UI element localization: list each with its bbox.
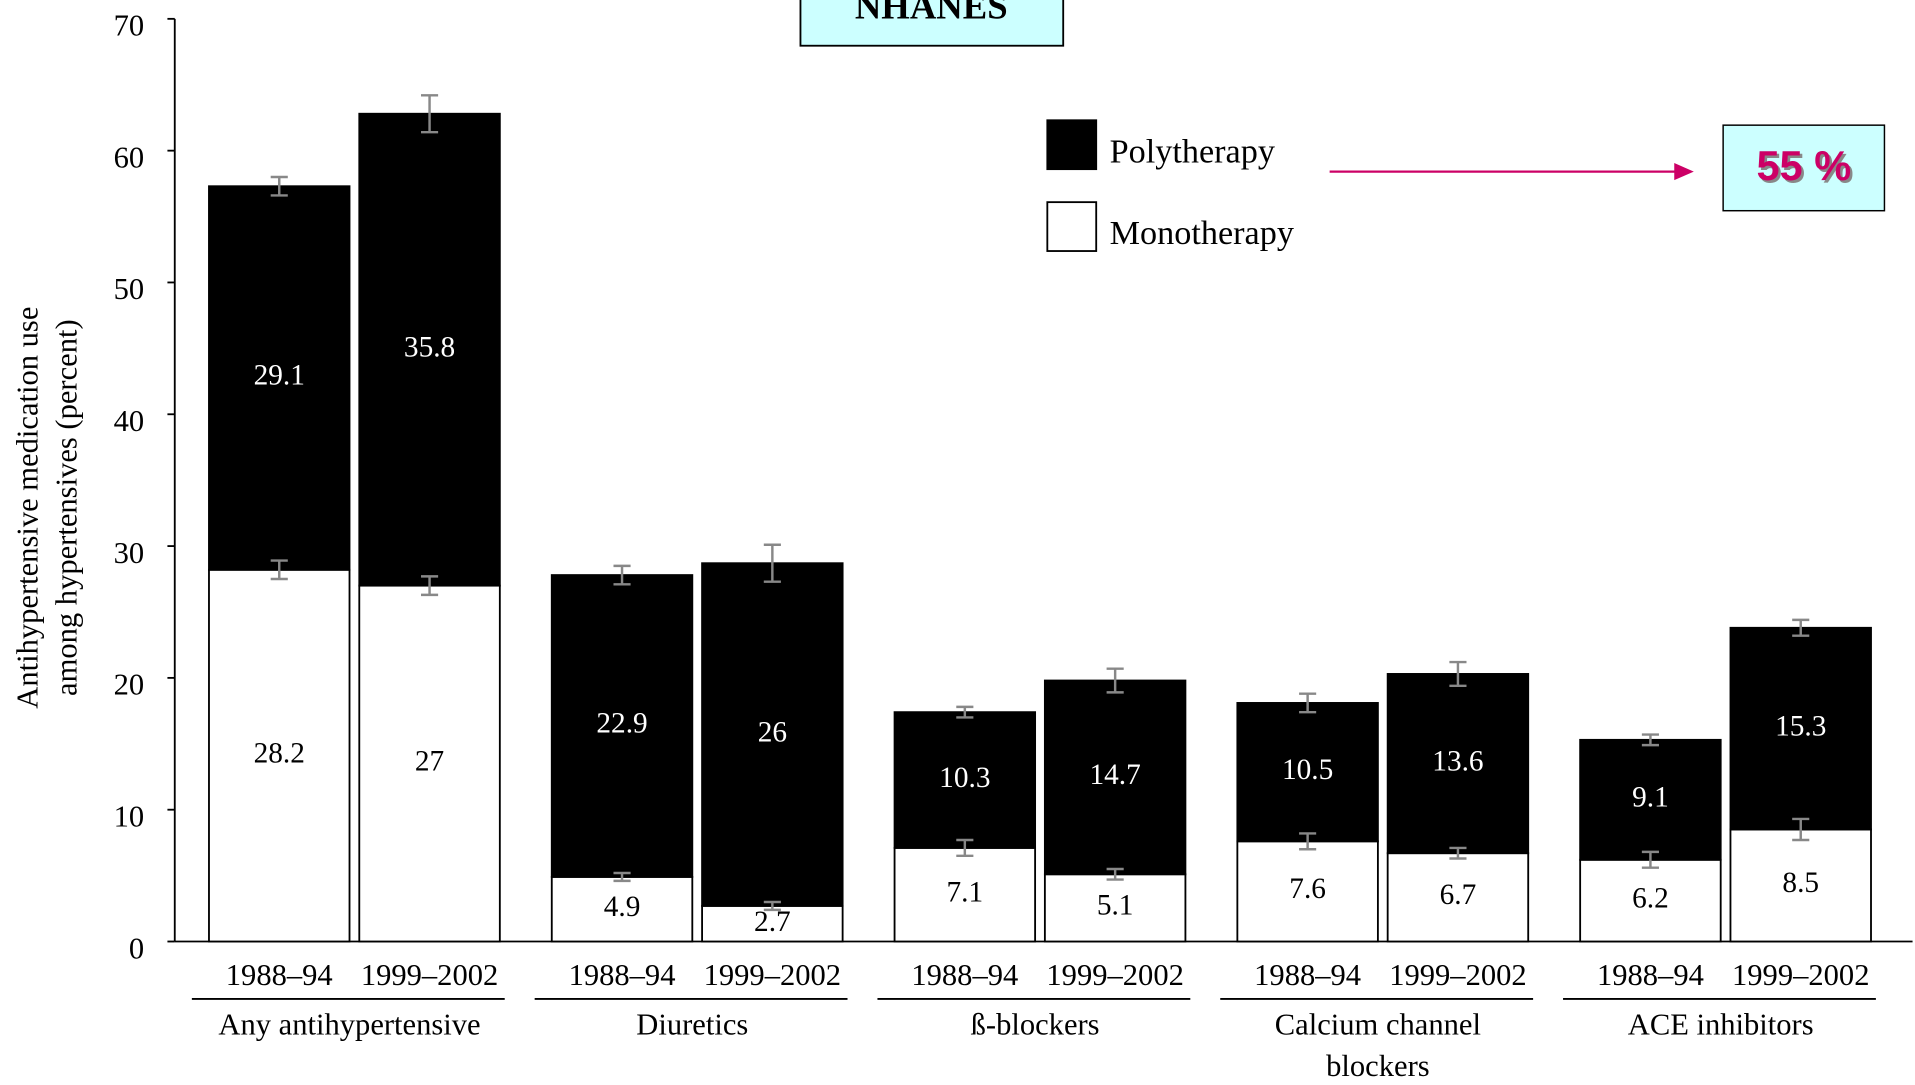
value-label: 27 — [415, 745, 444, 777]
group-label: Calcium channel blockers — [1274, 1008, 1481, 1084]
value-label: 2.7 — [754, 906, 791, 938]
error-bar — [1792, 817, 1810, 842]
error-bar — [1449, 660, 1467, 688]
x-tick-label: 1999–2002 — [704, 958, 841, 992]
y-tick-label: 20 — [114, 668, 145, 702]
error-bar — [763, 543, 781, 583]
y-axis-label: Antihypertensive medication use — [11, 307, 45, 709]
error-bar — [1299, 832, 1317, 851]
group-label: ß-blockers — [970, 1008, 1100, 1042]
value-label: 15.3 — [1775, 710, 1826, 742]
bar-segment — [550, 574, 694, 878]
annotation-box — [1722, 124, 1886, 212]
error-bar — [270, 559, 288, 581]
annotation: 55 % — [1756, 142, 1851, 189]
bar-segment — [358, 584, 501, 943]
bar-segment — [1236, 840, 1379, 943]
error-bar — [613, 871, 631, 883]
bar-segment — [893, 711, 1037, 849]
error-bar — [1106, 867, 1124, 881]
y-tick-label: 10 — [114, 799, 145, 833]
group-label: ACE inhibitors — [1627, 1008, 1814, 1042]
bar-segment — [1386, 852, 1530, 943]
value-label: 10.3 — [939, 762, 990, 794]
value-label: 6.2 — [1632, 882, 1669, 914]
error-bar — [1299, 692, 1317, 714]
x-tick-label: 1999–2002 — [1732, 958, 1869, 992]
y-tick-label: 50 — [114, 272, 145, 306]
x-tick-label: 1999–2002 — [1046, 958, 1183, 992]
bar-segment — [893, 847, 1037, 943]
value-label: 9.1 — [1632, 782, 1669, 814]
error-bar — [270, 175, 288, 197]
y-tick-label: 40 — [114, 404, 145, 438]
error-bar — [1641, 733, 1659, 747]
value-label: 7.6 — [1289, 873, 1326, 905]
group-label: Diuretics — [636, 1008, 749, 1042]
error-bar — [763, 900, 781, 912]
bar-segment — [1386, 673, 1530, 855]
group-label-box: ACE inhibitors — [1627, 1008, 1814, 1042]
value-label: 26 — [758, 716, 787, 748]
error-bar — [956, 838, 974, 858]
legend-swatch — [1046, 119, 1098, 171]
chart-title: NHANES — [855, 0, 1008, 27]
group-label-box: Diuretics — [636, 1008, 749, 1042]
y-axis-label: among hypertensives (percent) — [50, 319, 84, 696]
bar-segment — [1579, 858, 1722, 943]
annotation-shadow: 55 % — [1759, 145, 1854, 192]
bar-segment — [701, 562, 844, 907]
error-bar — [1641, 850, 1659, 869]
x-tick-label: 1999–2002 — [1389, 958, 1526, 992]
bar-segment — [1729, 626, 1872, 831]
legend-label: Polytherapy — [1110, 133, 1275, 170]
value-label: 29.1 — [254, 360, 305, 392]
value-label: 22.9 — [596, 708, 647, 740]
arrow-head — [1674, 163, 1694, 181]
value-label: 10.5 — [1282, 754, 1333, 786]
value-label: 14.7 — [1090, 759, 1141, 791]
legend-label: Monotherapy — [1110, 215, 1294, 252]
error-bar — [1449, 846, 1467, 860]
bar-segment — [1043, 679, 1187, 876]
group-label-box: ß-blockers — [970, 1008, 1100, 1042]
x-tick-label: 1988–94 — [569, 958, 676, 992]
value-label: 5.1 — [1097, 890, 1134, 922]
x-tick-label: 1988–94 — [1254, 958, 1361, 992]
x-tick-label: 1988–94 — [226, 958, 333, 992]
x-tick-label: 1988–94 — [911, 958, 1018, 992]
bar-segment — [358, 112, 501, 587]
legend-swatch — [1046, 201, 1098, 252]
error-bar — [613, 564, 631, 586]
bar-segment — [1579, 738, 1722, 861]
value-label: 7.1 — [947, 876, 984, 908]
bar-segment — [1236, 702, 1379, 843]
error-bar — [421, 94, 439, 134]
value-label: 28.2 — [254, 737, 305, 769]
group-label: Any antihypertensive — [218, 1008, 481, 1042]
error-bar — [956, 705, 974, 719]
error-bar — [421, 575, 439, 597]
value-label: 6.7 — [1440, 879, 1477, 911]
bar-segment — [550, 876, 694, 943]
bar-segment — [1729, 828, 1872, 943]
group-label-box: Any antihypertensive — [218, 1008, 481, 1042]
value-label: 4.9 — [604, 891, 641, 923]
value-label: 13.6 — [1432, 745, 1483, 777]
x-tick-label: 1999–2002 — [361, 958, 498, 992]
error-bar — [1106, 667, 1124, 694]
value-label: 8.5 — [1782, 867, 1819, 899]
group-label-box: Calcium channel blockers — [1274, 1008, 1481, 1084]
y-tick-label: 60 — [114, 140, 145, 174]
x-tick-label: 1988–94 — [1597, 958, 1704, 992]
value-label: 35.8 — [404, 331, 455, 363]
error-bar — [1792, 618, 1810, 637]
y-tick-label: 70 — [114, 9, 145, 43]
y-tick-label: 30 — [114, 536, 145, 570]
title-box — [799, 0, 1065, 47]
y-tick-label: 0 — [129, 931, 144, 965]
